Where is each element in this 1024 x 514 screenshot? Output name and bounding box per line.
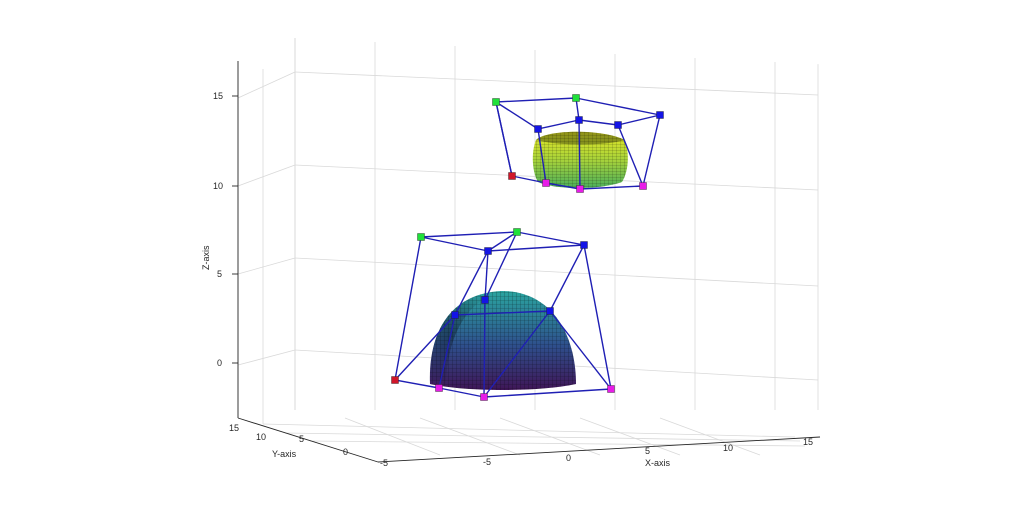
control-point	[546, 307, 554, 315]
control-point	[417, 233, 425, 241]
y-tick-label: -5	[380, 458, 388, 468]
cage-edge	[575, 97, 661, 116]
cage-edge	[484, 250, 489, 301]
cage-edge	[394, 314, 456, 381]
dome-surface	[429, 291, 576, 390]
cage-edge	[454, 310, 551, 316]
grid-line	[309, 440, 806, 447]
cage-edge	[549, 310, 612, 390]
control-point	[534, 125, 542, 133]
x-tick-label: 15	[803, 437, 813, 447]
tick-labels: 0 5 10 15 -5 0 5 10 15 -5 0 5 10 15	[213, 91, 813, 468]
control-cages	[391, 94, 664, 401]
grid-line	[294, 71, 819, 96]
control-point	[391, 376, 399, 384]
cage-edge	[537, 128, 547, 184]
cage-edge	[516, 231, 585, 246]
cage-edge	[484, 231, 518, 301]
cage-edge	[394, 379, 440, 389]
cage-edge	[483, 299, 486, 398]
cage-edge	[511, 175, 547, 184]
cage-edge	[617, 124, 644, 187]
cage-edge	[537, 119, 580, 130]
control-point	[435, 384, 443, 392]
control-point	[572, 94, 580, 102]
control-point	[656, 111, 664, 119]
control-point	[575, 116, 583, 124]
cylinder-surface	[532, 131, 628, 188]
z-tick-label: 15	[213, 91, 223, 101]
y-tick-label: 15	[229, 423, 239, 433]
cage-edge	[583, 244, 612, 390]
grid-line	[659, 417, 761, 456]
control-point	[451, 311, 459, 319]
cage-edge	[579, 185, 644, 190]
y-axis-label: Y-axis	[272, 449, 297, 459]
y-axis-line	[237, 417, 379, 463]
cage-edge	[438, 314, 456, 389]
z-tick-label: 0	[217, 358, 222, 368]
cage-edge	[394, 236, 422, 381]
axes	[237, 61, 821, 463]
cage-edge	[578, 119, 581, 190]
cage-edge	[487, 231, 518, 252]
z-axis-label: Z-axis	[201, 245, 211, 270]
cage-edge	[549, 244, 585, 312]
grid-line	[237, 257, 296, 275]
control-point	[639, 182, 647, 190]
control-point	[484, 247, 492, 255]
x-axis-line	[377, 436, 821, 463]
control-point	[492, 98, 500, 106]
x-axis-label: X-axis	[645, 458, 671, 468]
control-point	[580, 241, 588, 249]
cage-edge	[495, 101, 513, 177]
grid-line	[284, 432, 801, 442]
y-tick-label: 5	[299, 434, 304, 444]
y-tick-label: 0	[343, 447, 348, 457]
cage-edge	[487, 244, 585, 252]
grid-line	[237, 71, 296, 99]
z-tick-label: 10	[213, 181, 223, 191]
x-tick-label: 0	[566, 453, 571, 463]
cage-edge	[642, 114, 661, 187]
cage-edge	[495, 97, 577, 103]
cage-edge	[578, 119, 619, 126]
grid-line	[419, 417, 521, 456]
control-point	[513, 228, 521, 236]
grid-line	[499, 417, 601, 456]
cage-edge	[483, 310, 551, 398]
control-cage-2	[492, 94, 664, 193]
control-point	[614, 121, 622, 129]
cage-edge	[420, 231, 518, 238]
grid-line	[344, 417, 441, 456]
x-tick-label: 10	[723, 443, 733, 453]
control-point	[576, 185, 584, 193]
x-tick-label: 5	[645, 446, 650, 456]
cage-edge	[617, 114, 661, 126]
grid-line	[237, 349, 296, 366]
control-cage-1	[391, 228, 615, 401]
cage-edge	[483, 388, 612, 398]
control-point	[508, 172, 516, 180]
control-point	[481, 296, 489, 304]
cage-edge	[420, 236, 489, 252]
grid-line	[262, 423, 796, 438]
x-tick-label: -5	[483, 457, 491, 467]
y-tick-label: 10	[256, 432, 266, 442]
grid-line	[579, 417, 681, 456]
grid-lines	[237, 38, 819, 456]
control-point	[607, 385, 615, 393]
cage-edge	[454, 250, 489, 316]
z-tick-label: 5	[217, 269, 222, 279]
cage-edge	[438, 387, 485, 398]
control-point	[480, 393, 488, 401]
cage-edge	[545, 182, 581, 190]
grid-line	[237, 164, 296, 187]
grid-line	[294, 257, 819, 287]
control-point	[542, 179, 550, 187]
cage-edge	[495, 101, 539, 130]
